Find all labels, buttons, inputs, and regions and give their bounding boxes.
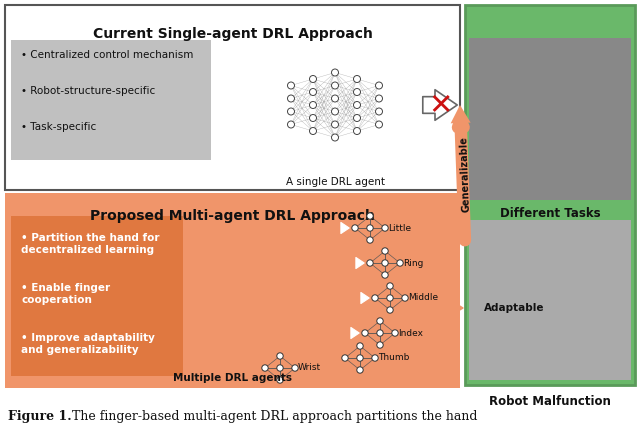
FancyArrowPatch shape [341, 223, 349, 234]
Text: Adaptable: Adaptable [484, 303, 545, 313]
Circle shape [377, 342, 383, 348]
Text: Wrist: Wrist [298, 363, 321, 372]
Circle shape [377, 330, 383, 336]
Circle shape [367, 213, 373, 219]
Circle shape [353, 128, 360, 134]
Circle shape [287, 82, 294, 89]
Text: • Centralized control mechanism: • Centralized control mechanism [21, 50, 193, 60]
Circle shape [262, 365, 268, 371]
Circle shape [402, 295, 408, 301]
FancyArrowPatch shape [351, 327, 359, 339]
Text: Middle: Middle [408, 294, 438, 303]
Circle shape [287, 121, 294, 128]
Circle shape [310, 101, 317, 109]
FancyBboxPatch shape [469, 38, 631, 200]
Circle shape [376, 108, 383, 115]
Circle shape [376, 82, 383, 89]
Circle shape [357, 355, 364, 361]
FancyBboxPatch shape [11, 40, 211, 160]
Text: Ring: Ring [403, 259, 424, 268]
Circle shape [310, 89, 317, 95]
Circle shape [397, 260, 403, 266]
Circle shape [357, 367, 364, 373]
Polygon shape [451, 105, 470, 243]
Circle shape [353, 101, 360, 109]
Text: ✕: ✕ [428, 91, 452, 119]
Circle shape [353, 75, 360, 83]
Circle shape [392, 330, 398, 336]
Circle shape [353, 115, 360, 122]
Text: Thumb: Thumb [378, 354, 410, 363]
Text: A single DRL agent: A single DRL agent [285, 177, 385, 187]
Circle shape [352, 225, 358, 231]
Circle shape [387, 283, 393, 289]
Text: Multiple DRL agents: Multiple DRL agents [173, 373, 292, 383]
FancyBboxPatch shape [11, 216, 183, 376]
Circle shape [353, 89, 360, 95]
Circle shape [376, 95, 383, 102]
Circle shape [387, 295, 393, 301]
FancyArrowPatch shape [361, 292, 369, 303]
Text: Figure 1.: Figure 1. [8, 410, 72, 423]
FancyBboxPatch shape [5, 5, 460, 190]
FancyArrowPatch shape [423, 90, 457, 120]
Circle shape [367, 237, 373, 243]
Text: The finger-based multi-agent DRL approach partitions the hand: The finger-based multi-agent DRL approac… [72, 410, 477, 423]
Circle shape [332, 134, 339, 141]
Circle shape [382, 260, 388, 266]
Circle shape [332, 95, 339, 102]
Circle shape [332, 108, 339, 115]
Circle shape [277, 353, 283, 359]
Circle shape [332, 82, 339, 89]
FancyBboxPatch shape [5, 193, 460, 388]
Circle shape [292, 365, 298, 371]
Circle shape [382, 248, 388, 254]
Circle shape [277, 365, 283, 371]
Text: • Robot-structure-specific: • Robot-structure-specific [21, 86, 156, 96]
Circle shape [332, 121, 339, 128]
Circle shape [382, 272, 388, 278]
Text: Different Tasks: Different Tasks [500, 207, 600, 220]
Circle shape [277, 377, 283, 383]
Text: Proposed Multi-agent DRL Approach: Proposed Multi-agent DRL Approach [90, 209, 375, 223]
Circle shape [310, 75, 317, 83]
Circle shape [287, 108, 294, 115]
Text: • Partition the hand for
decentralized learning: • Partition the hand for decentralized l… [21, 233, 159, 255]
Circle shape [310, 115, 317, 122]
Circle shape [332, 69, 339, 76]
Circle shape [376, 121, 383, 128]
Circle shape [367, 260, 373, 266]
Text: • Improve adaptability
and generalizability: • Improve adaptability and generalizabil… [21, 333, 155, 355]
FancyBboxPatch shape [465, 5, 635, 385]
Circle shape [372, 355, 378, 361]
Circle shape [287, 95, 294, 102]
FancyArrowPatch shape [445, 297, 463, 319]
Circle shape [357, 343, 364, 349]
Text: Robot Malfunction: Robot Malfunction [489, 395, 611, 408]
Circle shape [387, 307, 393, 313]
FancyArrowPatch shape [356, 258, 364, 268]
Circle shape [342, 355, 348, 361]
Circle shape [362, 330, 368, 336]
Text: • Enable finger
cooperation: • Enable finger cooperation [21, 283, 110, 305]
Text: Current Single-agent DRL Approach: Current Single-agent DRL Approach [93, 27, 372, 41]
Circle shape [310, 128, 317, 134]
Text: • Task-specific: • Task-specific [21, 122, 96, 132]
Circle shape [367, 225, 373, 231]
Circle shape [377, 318, 383, 324]
FancyBboxPatch shape [469, 220, 631, 380]
Text: Little: Little [388, 223, 411, 232]
Circle shape [382, 225, 388, 231]
Text: Index: Index [398, 329, 423, 338]
Text: Generalizable: Generalizable [459, 136, 472, 212]
Circle shape [372, 295, 378, 301]
